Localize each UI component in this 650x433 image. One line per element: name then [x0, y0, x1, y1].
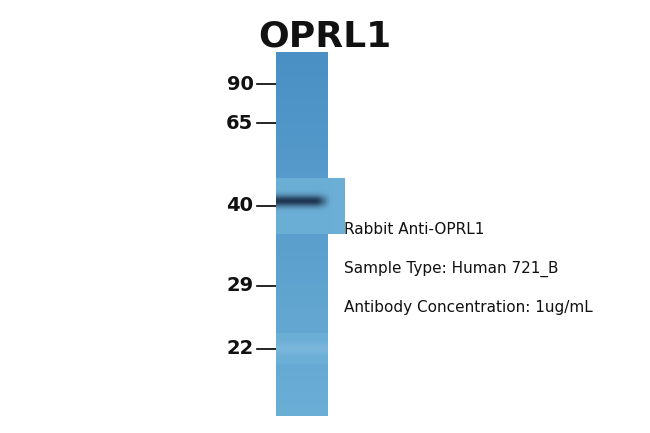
Text: 65: 65 — [226, 114, 254, 133]
Text: 29: 29 — [226, 276, 254, 295]
Text: Sample Type: Human 721_B: Sample Type: Human 721_B — [344, 260, 559, 277]
Text: 22: 22 — [226, 339, 254, 358]
Text: OPRL1: OPRL1 — [259, 19, 391, 54]
Text: Rabbit Anti-OPRL1: Rabbit Anti-OPRL1 — [344, 222, 485, 237]
Text: 90: 90 — [227, 75, 254, 94]
Text: Antibody Concentration: 1ug/mL: Antibody Concentration: 1ug/mL — [344, 300, 593, 315]
Text: 40: 40 — [226, 196, 254, 215]
